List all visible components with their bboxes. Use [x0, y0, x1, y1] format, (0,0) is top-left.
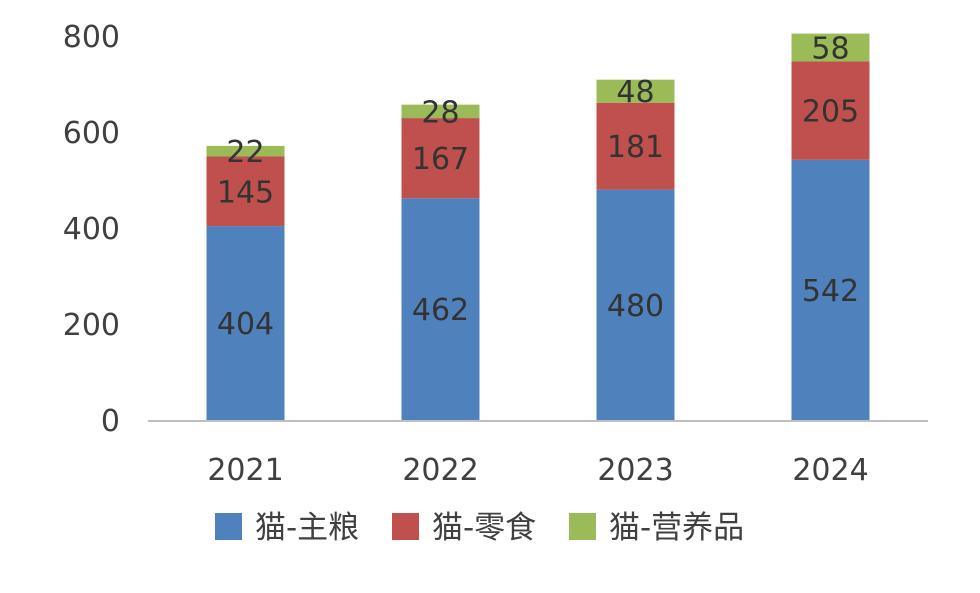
bar-segment: [401, 104, 480, 119]
data-label: 404: [217, 307, 274, 342]
bar-segment: [206, 145, 285, 157]
data-label: 167: [412, 142, 469, 177]
x-axis: 2021 2022 2023 2024: [207, 453, 868, 488]
data-label: 145: [217, 175, 274, 210]
data-label: 48: [616, 75, 654, 110]
x-tick-label: 2023: [597, 453, 673, 488]
legend-label: 猫-营养品: [609, 510, 744, 546]
bar-segment: [206, 156, 285, 227]
legend: 猫-主粮 猫-零食 猫-营养品: [215, 510, 744, 546]
legend-swatch: [392, 513, 419, 540]
bar-segment: [791, 159, 870, 420]
y-tick-label: 200: [63, 308, 120, 343]
x-tick-label: 2021: [207, 453, 283, 488]
bar-segment: [206, 226, 285, 420]
x-tick-label: 2022: [402, 453, 478, 488]
legend-label: 猫-主粮: [255, 510, 359, 546]
data-label: 22: [226, 135, 264, 170]
y-tick-label: 800: [63, 20, 120, 55]
data-label: 542: [802, 274, 859, 309]
data-label: 181: [607, 130, 664, 165]
data-label: 462: [412, 293, 469, 328]
bars: [206, 33, 870, 420]
data-label: 205: [802, 95, 859, 130]
y-tick-label: 0: [101, 404, 120, 439]
y-axis: 0 200 400 600 800: [63, 20, 120, 439]
y-tick-label: 600: [63, 116, 120, 151]
data-label: 58: [811, 32, 849, 67]
bar-segment: [401, 118, 480, 199]
bar-segment: [596, 189, 675, 420]
y-tick-label: 400: [63, 212, 120, 247]
bar-segment: [791, 33, 870, 62]
bar-segment: [401, 198, 480, 420]
data-label: 28: [421, 95, 459, 130]
bar-segment: [791, 61, 870, 160]
data-labels: 404 145 22 462 167 28 480 181 48 542 205 58: [217, 32, 859, 343]
legend-swatch: [569, 513, 596, 540]
legend-swatch: [215, 513, 242, 540]
legend-label: 猫-零食: [432, 510, 536, 546]
x-tick-label: 2024: [792, 453, 868, 488]
data-label: 480: [607, 289, 664, 324]
bar-segment: [596, 79, 675, 103]
bar-segment: [596, 102, 675, 190]
